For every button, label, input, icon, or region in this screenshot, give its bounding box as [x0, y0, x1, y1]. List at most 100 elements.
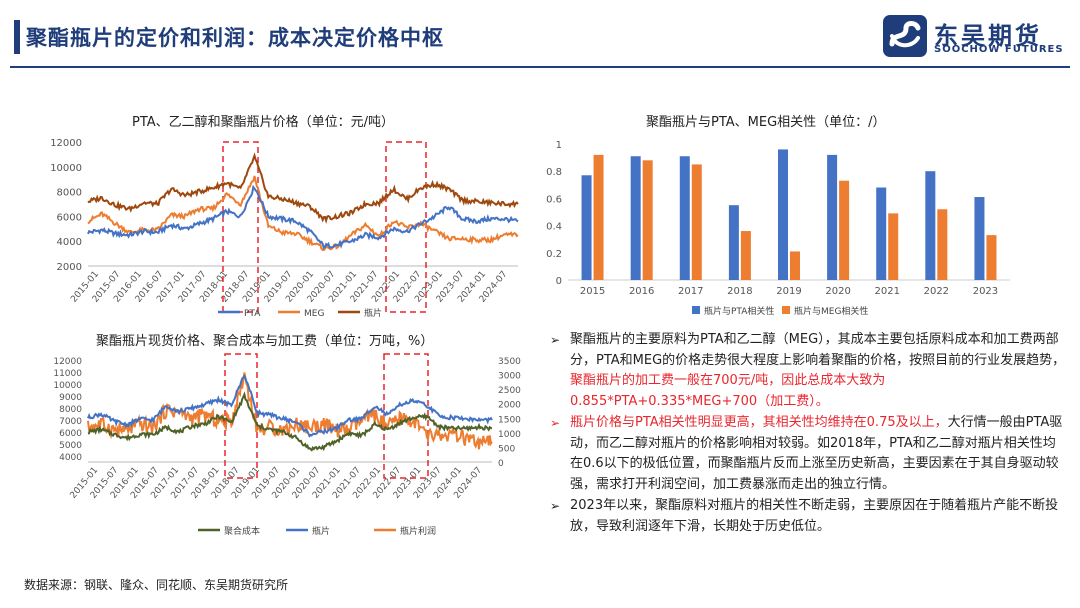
- legend-label: PTA: [244, 309, 261, 319]
- company-logo: 东吴期货 SOOCHOW FUTURES: [882, 14, 1072, 58]
- bar-瓶片与MEG相关性-2016: [642, 160, 653, 280]
- bullet-arrow-icon: ➢: [550, 416, 561, 430]
- chart-pta-meg-bottle-price: 120001000080006000400020002015-012015-07…: [50, 138, 519, 319]
- y-tick-label: 1: [556, 140, 562, 151]
- y2-tick-label: 3000: [498, 372, 521, 382]
- soochow-logo-icon: [883, 15, 927, 57]
- legend-label: 瓶片与MEG相关性: [794, 305, 868, 317]
- data-source: 数据来源：钢联、隆众、同花顺、东吴期货研究所: [24, 578, 289, 592]
- y-tick-label: 7000: [59, 417, 82, 427]
- bar-瓶片与MEG相关性-2022: [937, 209, 948, 280]
- x-tick-label: 2023: [973, 286, 998, 297]
- chart1-title: PTA、乙二醇和聚酯瓶片价格（单位：元/吨）: [132, 115, 395, 130]
- bullet-1: ➢ 聚酯瓶片的主要原料为PTA和乙二醇（MEG），其成本主要包括原料成本和加工费…: [548, 330, 1068, 412]
- x-tick-label: 2016: [629, 286, 654, 297]
- y-tick-label: 0.4: [546, 222, 562, 233]
- legend-label: 瓶片利润: [400, 525, 436, 537]
- y-tick-label: 6000: [59, 429, 82, 439]
- page-title: 聚酯瓶片的定价和利润：成本决定价格中枢: [26, 26, 444, 50]
- series-line-聚合成本: [87, 391, 493, 452]
- bar-瓶片与PTA相关性-2018: [728, 205, 739, 280]
- x-tick-label: 2018: [727, 286, 752, 297]
- legend-label: 聚合成本: [224, 525, 260, 537]
- bar-瓶片与MEG相关性-2023: [986, 235, 997, 280]
- bar-瓶片与MEG相关性-2019: [790, 251, 800, 280]
- title-accent-bar: [14, 20, 20, 54]
- bar-瓶片与PTA相关性-2020: [827, 154, 838, 280]
- series-line-MEG: [87, 175, 519, 251]
- header: 聚酯瓶片的定价和利润：成本决定价格中枢 东吴期货 SOOCHOW FUTURES: [0, 0, 1080, 70]
- y2-tick-label: 1500: [498, 415, 521, 425]
- x-tick-label: 2022: [924, 286, 949, 297]
- y-tick-label: 0.2: [546, 249, 562, 260]
- logo-english-text: SOOCHOW FUTURES: [934, 44, 1064, 55]
- bar-瓶片与PTA相关性-2015: [581, 175, 592, 280]
- y-tick-label: 0.6: [546, 194, 562, 205]
- series-line-瓶片: [87, 152, 519, 225]
- legend-swatch: [782, 306, 790, 314]
- bar-瓶片与MEG相关性-2015: [593, 154, 604, 280]
- x-tick-label: 2021: [874, 286, 899, 297]
- bullet-1-text: 聚酯瓶片的主要原料为PTA和乙二醇（MEG），其成本主要包括原料成本和加工费两部…: [570, 332, 1066, 368]
- highlight-box-2022: [385, 141, 427, 313]
- y-tick-label: 4000: [57, 237, 82, 248]
- bar-瓶片与PTA相关性-2021: [876, 187, 887, 280]
- legend-label: 瓶片与PTA相关性: [704, 305, 774, 317]
- chart-spot-cost-margin: 1200011000100009000800070006000500040003…: [53, 353, 521, 537]
- chart2-title: 聚酯瓶片与PTA、MEG相关性（单位：/）: [646, 115, 886, 130]
- y-tick-label: 12000: [53, 357, 82, 367]
- y-tick-label: 4000: [59, 453, 82, 463]
- x-tick-label: 2017: [678, 286, 703, 297]
- bullet-arrow-icon: ➢: [550, 499, 561, 513]
- bar-瓶片与PTA相关性-2017: [679, 156, 690, 280]
- bullet-3: ➢ 2023年以来，聚酯原料对瓶片的相关性不断走弱，主要原因在于随着瓶片产能不断…: [548, 496, 1068, 537]
- y2-tick-label: 0: [498, 459, 504, 469]
- y-tick-label: 0.8: [546, 167, 562, 178]
- legend-label: 瓶片: [364, 307, 382, 319]
- y-tick-label: 5000: [59, 441, 82, 451]
- y2-tick-label: 2000: [498, 401, 521, 411]
- logo-chinese-text: 东吴期货: [934, 22, 1042, 50]
- bullet-2: ➢ 瓶片价格与PTA相关性明显更高，其相关性均维持在0.75及以上，大行情一般由…: [548, 413, 1068, 495]
- bullet-2-highlight: 瓶片价格与PTA相关性明显更高，其相关性均维持在0.75及以上，: [570, 415, 948, 430]
- y-tick-label: 12000: [50, 138, 82, 149]
- x-tick-label: 2020: [825, 286, 850, 297]
- y2-tick-label: 2500: [498, 386, 521, 396]
- series-line-PTA: [87, 184, 519, 250]
- y2-tick-label: 500: [498, 444, 515, 454]
- analysis-bullets: ➢ 聚酯瓶片的主要原料为PTA和乙二醇（MEG），其成本主要包括原料成本和加工费…: [548, 330, 1068, 538]
- y-tick-label: 11000: [53, 369, 82, 379]
- series-line-瓶片利润: [87, 372, 493, 450]
- legend-label: 瓶片: [312, 525, 330, 537]
- bar-瓶片与PTA相关性-2019: [778, 149, 788, 280]
- y2-tick-label: 1000: [498, 430, 521, 440]
- bar-瓶片与PTA相关性-2023: [974, 197, 985, 280]
- highlight-box-2018: [224, 353, 258, 479]
- y-tick-label: 2000: [57, 262, 82, 273]
- bullet-3-text: 2023年以来，聚酯原料对瓶片的相关性不断走弱，主要原因在于随着瓶片产能不断投放…: [570, 498, 1059, 534]
- legend-label: MEG: [304, 309, 324, 319]
- y2-tick-label: 3500: [498, 357, 521, 367]
- bar-瓶片与MEG相关性-2017: [691, 164, 702, 280]
- x-tick-label: 2019: [776, 286, 801, 297]
- bar-瓶片与MEG相关性-2021: [888, 213, 899, 280]
- bullet-1-highlight: 聚酯瓶片的加工费一般在700元/吨，因此总成本大致为0.855*PTA+0.33…: [570, 373, 886, 409]
- bullet-2-text: 大行情一般由PTA驱动，而乙二醇对瓶片的价格影响相对较弱。如2018年，PTA和…: [570, 415, 1063, 492]
- bar-瓶片与PTA相关性-2022: [925, 171, 936, 280]
- chart-correlation: 1 0.8 0.6 0.4 0.2 0 2015 2016 2017 2018 2019 2020 20…: [546, 140, 1010, 317]
- bar-瓶片与MEG相关性-2020: [839, 180, 850, 280]
- y-tick-label: 10000: [50, 163, 82, 174]
- legend-swatch: [692, 306, 700, 314]
- bar-瓶片与MEG相关性-2018: [740, 231, 751, 280]
- y-tick-label: 9000: [59, 393, 82, 403]
- highlight-box-2018: [222, 141, 259, 313]
- y-tick-label: 8000: [59, 405, 82, 415]
- y-tick-label: 6000: [57, 212, 82, 223]
- y-tick-label: 0: [556, 276, 562, 287]
- bar-瓶片与PTA相关性-2016: [630, 156, 641, 280]
- header-divider: [10, 66, 1070, 68]
- chart3-title: 聚酯瓶片现货价格、聚合成本与加工费（单位：万吨，%）: [96, 334, 434, 349]
- series-line-瓶片: [87, 374, 493, 438]
- y-tick-label: 10000: [53, 381, 82, 391]
- y-tick-label: 8000: [57, 188, 82, 199]
